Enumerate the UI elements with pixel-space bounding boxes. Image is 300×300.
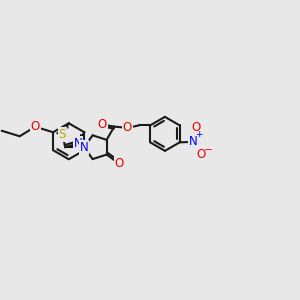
Text: N: N [80, 141, 88, 154]
Text: N: N [189, 135, 198, 148]
Text: O: O [31, 120, 40, 133]
Text: O: O [192, 121, 201, 134]
Text: −: − [203, 145, 212, 155]
Text: O: O [196, 148, 206, 161]
Text: O: O [123, 122, 132, 134]
Text: S: S [58, 128, 66, 141]
Text: +: + [195, 130, 202, 140]
Text: N: N [74, 137, 82, 150]
Text: O: O [97, 118, 106, 131]
Text: O: O [115, 157, 124, 170]
